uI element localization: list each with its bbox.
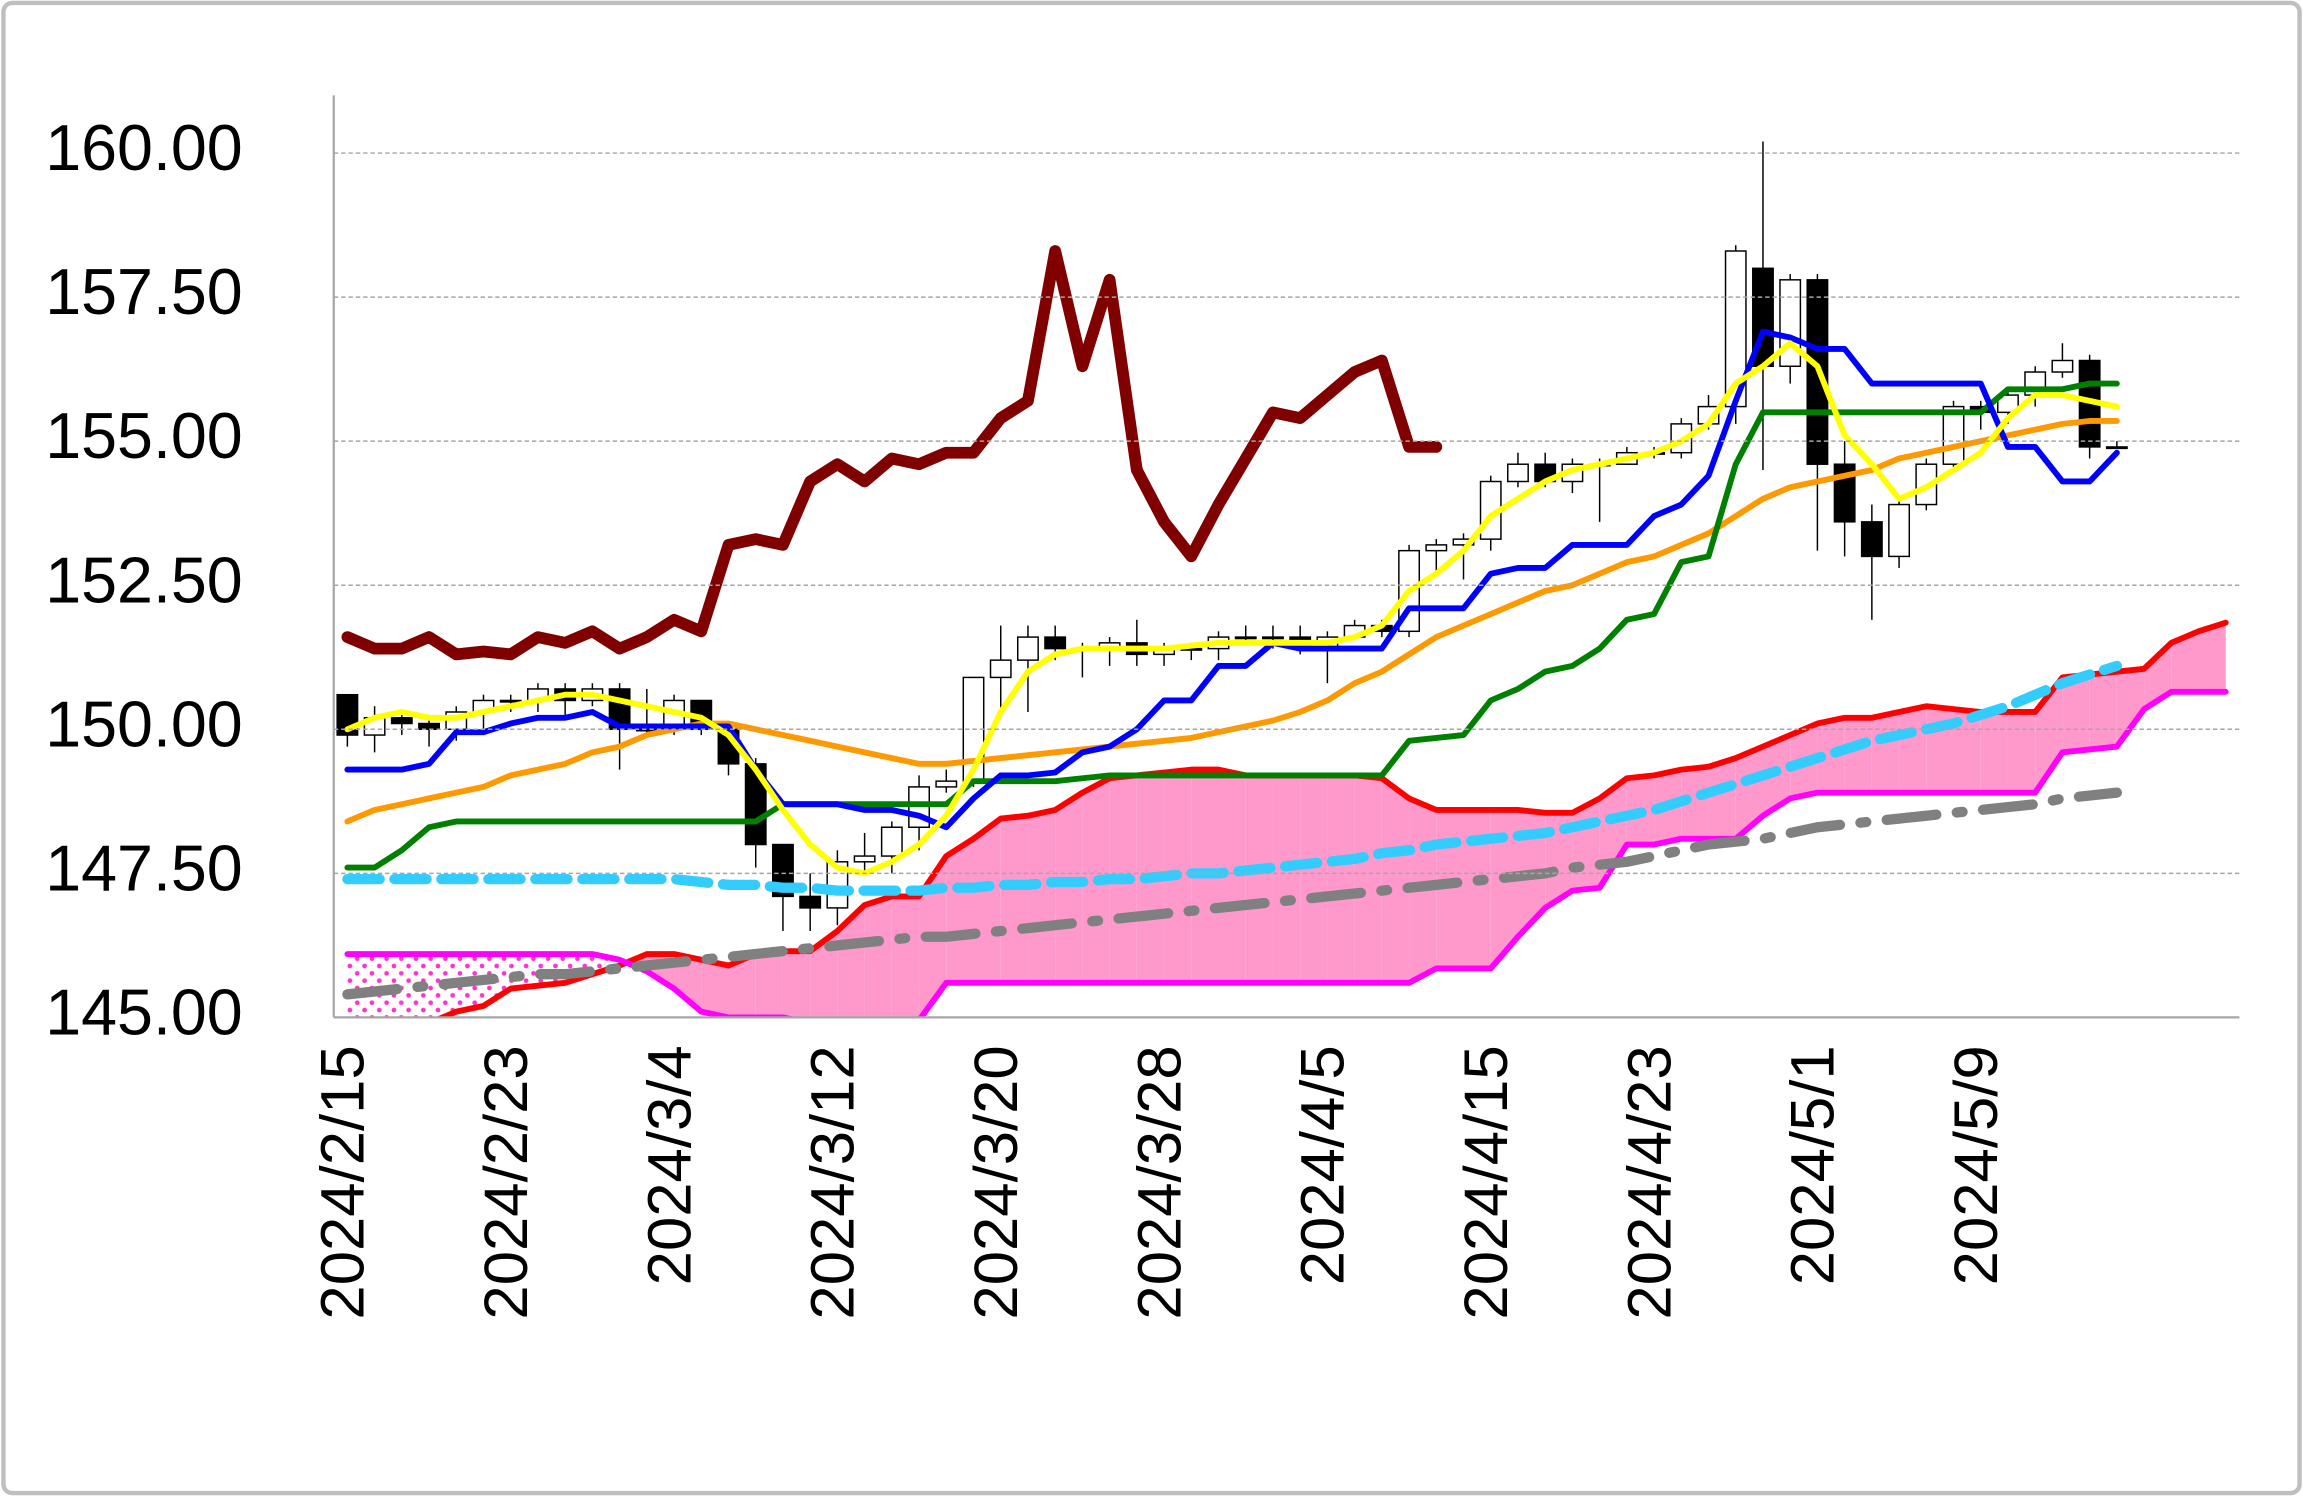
- indicator-line: [344, 328, 2120, 831]
- y-tick-label: 147.50: [45, 832, 243, 904]
- leading-span-b: [344, 688, 2229, 1018]
- cloud-fill: [973, 818, 1001, 983]
- candle-body: [499, 699, 522, 703]
- candle-body: [799, 895, 822, 909]
- candle-body: [1425, 544, 1448, 552]
- candle-body: [1997, 394, 2019, 414]
- cloud-fill: [1327, 775, 1355, 983]
- candle-body: [1779, 279, 1802, 367]
- y-tick-label: 155.00: [45, 400, 243, 472]
- cloud-fill: [1708, 758, 1736, 839]
- cloud-fill: [1245, 775, 1273, 983]
- indicator-line: [342, 787, 2123, 1000]
- candle-body: [390, 717, 413, 725]
- candle-body: [1860, 521, 1883, 558]
- cloud-fill: [2089, 671, 2117, 750]
- y-tick-label: 150.00: [45, 688, 243, 760]
- cloud-fill: [2198, 622, 2226, 692]
- candle-body: [1507, 463, 1529, 483]
- cloud-fill: [2144, 642, 2172, 710]
- x-tick-label: 2024/3/28: [1125, 1045, 1194, 1319]
- cloud-fill: [891, 896, 920, 1018]
- candle-body: [853, 855, 876, 863]
- cloud-fill: [2062, 674, 2090, 753]
- cloud-fill: [1899, 706, 1927, 793]
- cloud-fill: [755, 951, 783, 1018]
- cloud-fill: [946, 838, 974, 983]
- cloud-fill: [1218, 769, 1246, 983]
- cloud-fill: [2116, 668, 2145, 747]
- x-tick-label: 2024/4/23: [1615, 1045, 1684, 1319]
- cloud-fill: [1844, 717, 1872, 793]
- candle-body: [2105, 446, 2128, 450]
- cloud-fill: [701, 959, 729, 1018]
- cloud-fill: [1000, 815, 1028, 983]
- x-tick-label: 2024/2/15: [309, 1045, 378, 1319]
- cloud-fill: [837, 905, 865, 1018]
- cloud-fill: [1735, 746, 1763, 839]
- candle-body: [880, 826, 903, 857]
- y-tick-label: 152.50: [45, 544, 243, 616]
- cloud-fill: [1463, 809, 1491, 969]
- candle-body: [1017, 636, 1039, 661]
- axes: 145.00 147.50 150.00 152.50 155.00 157.50 160.…: [45, 95, 2240, 1320]
- cloud-fill: [1272, 775, 1301, 983]
- plot-area: [336, 141, 2229, 1018]
- indicator-line: [344, 380, 2120, 871]
- cloud-fill: [782, 951, 811, 1018]
- candle-body: [418, 722, 440, 731]
- candle-body: [2051, 359, 2074, 373]
- cloud-fill: [1381, 778, 1410, 983]
- candle-body: [1888, 503, 1911, 558]
- cloud-fill: [810, 930, 838, 1018]
- x-tick-label: 2024/4/15: [1452, 1045, 1521, 1319]
- cloud-fill: [1354, 775, 1382, 983]
- cloud-fill: [674, 954, 702, 1012]
- cloud-fill: [864, 896, 892, 1018]
- cloud-fill: [1027, 809, 1056, 983]
- x-tick-label: 2024/5/9: [1942, 1045, 2011, 1285]
- cloud-fill: [347, 954, 375, 1018]
- y-tick-label: 160.00: [45, 112, 243, 184]
- candle-body: [1262, 636, 1284, 640]
- cloud-fill: [1681, 766, 1709, 839]
- cloud-fill: [1490, 809, 1518, 969]
- indicator-line: [344, 340, 2120, 877]
- cloud-fill: [2171, 631, 2199, 692]
- x-tick-label: 2024/3/12: [799, 1045, 868, 1319]
- candle-body: [1044, 636, 1067, 650]
- cloud-fill: [2007, 711, 2036, 793]
- x-tick-label: 2024/2/23: [472, 1045, 541, 1319]
- x-tick-label: 2024/3/20: [962, 1045, 1031, 1319]
- candle-body: [935, 780, 958, 788]
- candle-body: [989, 659, 1012, 679]
- cloud-fill: [1871, 711, 1900, 793]
- candle-body: [1234, 636, 1257, 640]
- y-tick-label: 157.50: [45, 256, 243, 328]
- cloud-fill: [1055, 792, 1083, 983]
- x-tick-label: 2024/5/1: [1779, 1045, 1848, 1285]
- x-tick-label: 2024/4/5: [1289, 1045, 1358, 1285]
- cloud-fill: [1980, 711, 2008, 793]
- cloud-fill: [728, 954, 756, 1018]
- cloud-fill: [1300, 775, 1328, 983]
- x-tick-label: 2024/3/4: [635, 1045, 704, 1285]
- cloud-fill: [1436, 809, 1464, 969]
- indicator-line: [342, 660, 2123, 896]
- y-tick-label: 145.00: [45, 976, 243, 1048]
- indicator-line: [341, 245, 1443, 661]
